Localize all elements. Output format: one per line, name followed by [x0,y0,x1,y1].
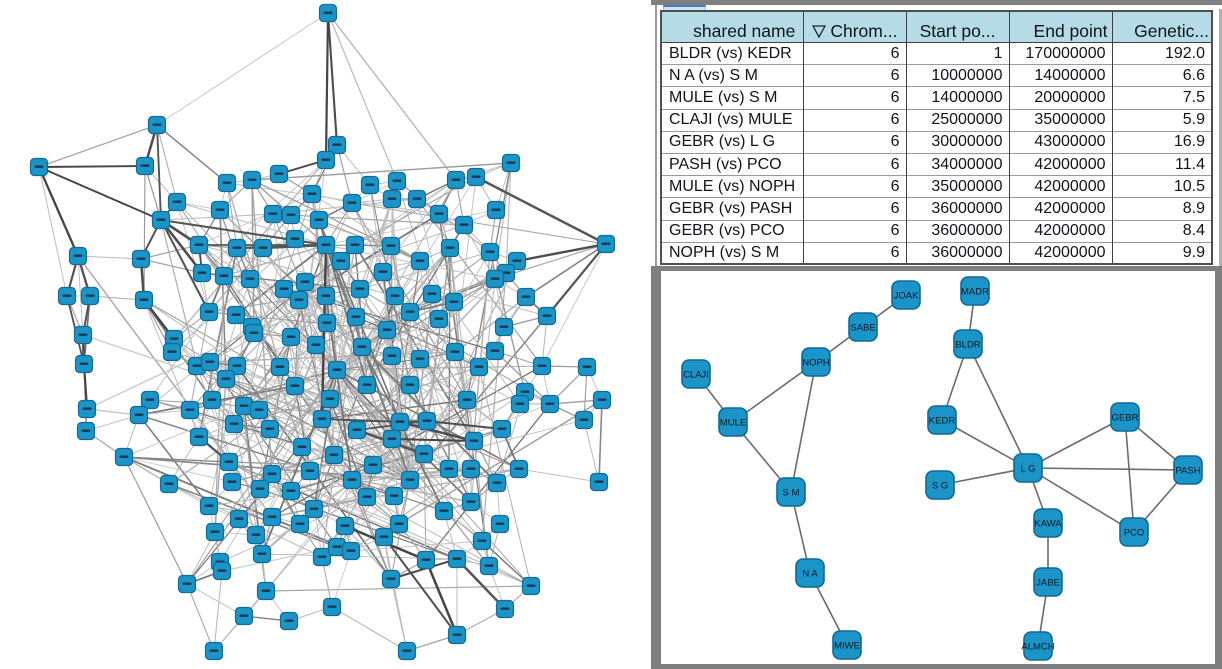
svg-text:S M: S M [783,488,800,499]
svg-text:N A: N A [802,569,818,580]
svg-text:KEDR: KEDR [929,416,956,427]
svg-text:MIWE: MIWE [834,641,860,652]
svg-text:MADR: MADR [961,287,989,298]
svg-text:PASH: PASH [1175,466,1200,477]
svg-text:NOPH: NOPH [802,358,830,369]
svg-text:MULE: MULE [720,418,746,429]
svg-text:BLDR: BLDR [955,340,980,351]
svg-text:L G: L G [1021,464,1036,475]
svg-text:KAWA: KAWA [1034,519,1062,530]
svg-text:JABE: JABE [1036,578,1060,589]
svg-text:CLAJI: CLAJI [683,370,709,381]
svg-text:SABE: SABE [850,323,875,334]
svg-text:S G: S G [932,481,948,492]
svg-text:JOAK: JOAK [894,291,919,302]
svg-text:ALMCH: ALMCH [1021,642,1054,653]
svg-text:GEBR: GEBR [1112,413,1139,424]
svg-text:PCO: PCO [1124,528,1145,539]
